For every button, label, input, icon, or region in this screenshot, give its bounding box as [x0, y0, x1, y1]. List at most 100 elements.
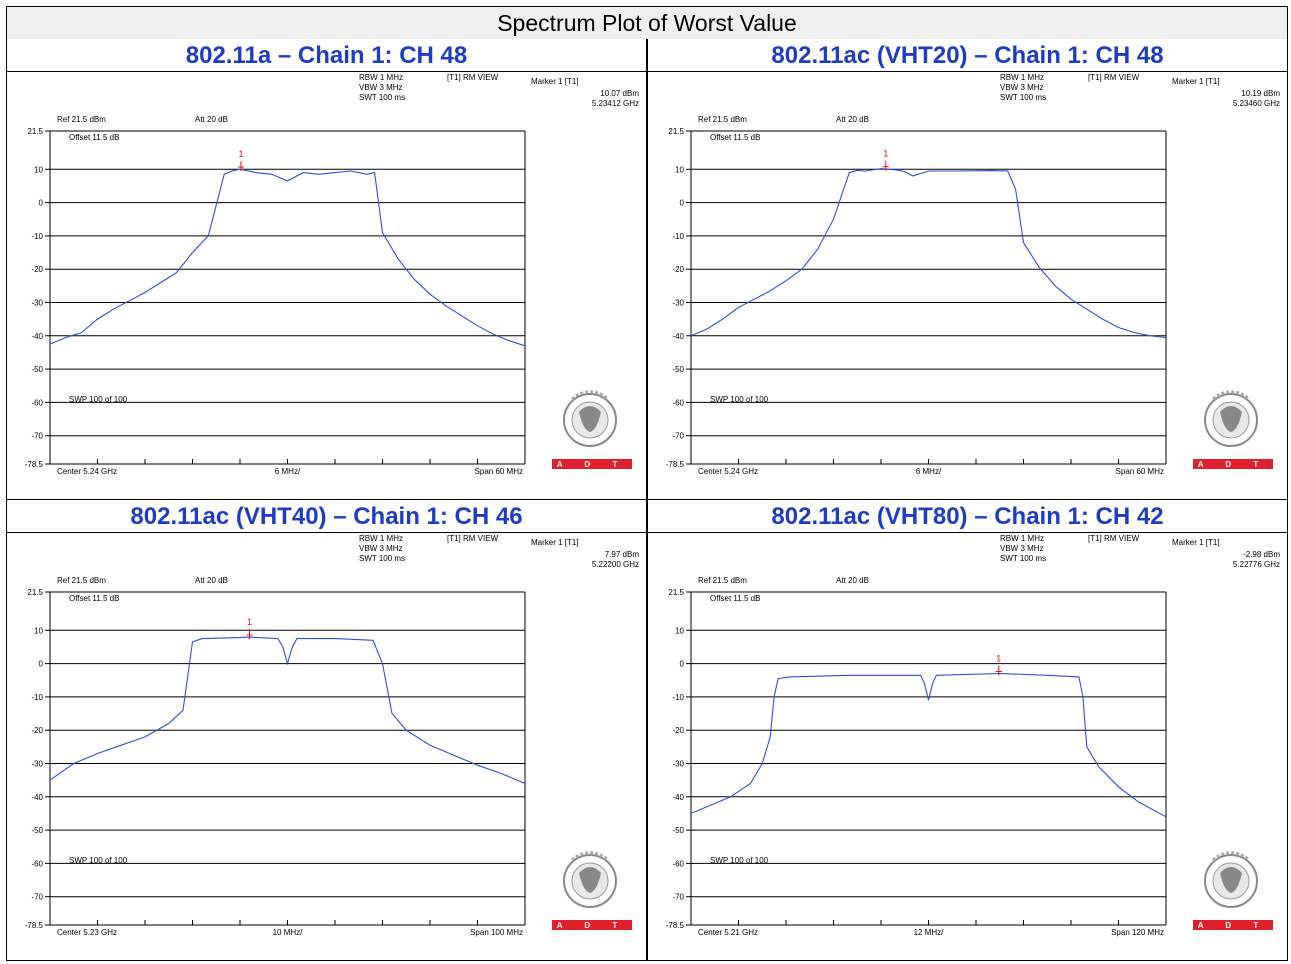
chart-title: 802.11ac (VHT80) – Chain 1: CH 42	[648, 500, 1287, 533]
y-tick-label: 10	[34, 165, 43, 174]
attenuation: Att 20 dB	[836, 115, 869, 124]
marker-label: Marker 1 [T1]	[1172, 538, 1220, 547]
adt-logo-bar	[552, 459, 632, 469]
y-tick-label: -60	[672, 859, 684, 868]
y-tick-label: -40	[672, 793, 684, 802]
reference-level: Ref 21.5 dBm	[698, 576, 747, 585]
y-tick-label: -70	[31, 893, 43, 902]
attenuation: Att 20 dB	[195, 115, 228, 124]
adt-logo-text: A D T	[1198, 921, 1269, 930]
chart-title: 802.11a – Chain 1: CH 48	[7, 39, 646, 72]
y-tick-label: -40	[672, 332, 684, 341]
span-label: Span 60 MHz	[475, 467, 523, 476]
offset-label: Offset 11.5 dB	[710, 133, 760, 142]
swt-label: SWT 100 ms	[359, 554, 405, 563]
y-tick-label: 21.5	[27, 127, 43, 136]
marker-number: 1	[238, 149, 243, 159]
y-tick-label: 10	[675, 626, 684, 635]
spectrum-trace	[690, 672, 1167, 818]
y-tick-label: -30	[672, 298, 684, 307]
rbw-label: RBW 1 MHz	[1000, 534, 1044, 543]
y-tick-label: 21.5	[668, 127, 684, 136]
page-title: Spectrum Plot of Worst Value	[6, 6, 1288, 40]
reference-level: Ref 21.5 dBm	[57, 576, 106, 585]
marker-level: 7.97 dBm	[605, 550, 640, 559]
marker-number: 1	[247, 617, 252, 627]
y-tick-label: -60	[31, 398, 43, 407]
attenuation: Att 20 dB	[836, 576, 869, 585]
offset-label: Offset 11.5 dB	[710, 594, 760, 603]
marker-frequency: 5.23412 GHz	[592, 99, 639, 108]
y-tick-label: -10	[31, 232, 43, 241]
y-tick-label: -70	[672, 893, 684, 902]
y-tick-label: -30	[31, 298, 43, 307]
trace-view-label: [T1] RM VIEW	[447, 534, 499, 543]
sweep-label: SWP 100 of 100	[710, 856, 769, 865]
y-tick-label: 10	[34, 626, 43, 635]
center-frequency: Center 5.21 GHz	[698, 928, 758, 937]
frequency-per-division: 6 MHz/	[916, 467, 942, 476]
center-frequency: Center 5.24 GHz	[57, 467, 117, 476]
y-tick-label: -20	[672, 726, 684, 735]
marker-level: 10.19 dBm	[1241, 89, 1280, 98]
y-tick-label: -60	[672, 398, 684, 407]
y-tick-label: -20	[672, 265, 684, 274]
swt-label: SWT 100 ms	[1000, 93, 1046, 102]
y-tick-label: -60	[31, 859, 43, 868]
y-tick-label: -78.5	[25, 460, 44, 469]
bureau-veritas-seal	[563, 851, 617, 908]
y-tick-label: -10	[672, 232, 684, 241]
y-tick-label: 21.5	[668, 588, 684, 597]
sweep-label: SWP 100 of 100	[710, 395, 769, 404]
y-tick-label: -50	[31, 826, 43, 835]
y-tick-label: -50	[31, 365, 43, 374]
trace-view-label: [T1] RM VIEW	[1088, 534, 1140, 543]
sweep-label: SWP 100 of 100	[69, 856, 128, 865]
vbw-label: VBW 3 MHz	[359, 83, 403, 92]
y-tick-label: -20	[31, 265, 43, 274]
marker-frequency: 5.22200 GHz	[592, 560, 639, 569]
y-tick-label: -70	[672, 432, 684, 441]
chart-panel-ch42-vht80: 802.11ac (VHT80) – Chain 1: CH 42 RBW 1 …	[647, 500, 1288, 961]
marker-level: 10.07 dBm	[600, 89, 639, 98]
span-label: Span 60 MHz	[1116, 467, 1164, 476]
adt-logo-text: A D T	[557, 921, 628, 930]
sweep-label: SWP 100 of 100	[69, 395, 128, 404]
span-label: Span 120 MHz	[1111, 928, 1164, 937]
y-tick-label: 0	[680, 660, 685, 669]
plot-grid: Spectrum Plot of Worst Value 802.11a – C…	[6, 6, 1288, 961]
rbw-label: RBW 1 MHz	[1000, 73, 1044, 82]
adt-logo-text: A D T	[557, 460, 628, 469]
reference-level: Ref 21.5 dBm	[57, 115, 106, 124]
bureau-veritas-seal	[563, 390, 617, 447]
y-tick-label: -10	[672, 693, 684, 702]
span-label: Span 100 MHz	[470, 928, 523, 937]
y-tick-label: 10	[675, 165, 684, 174]
frequency-per-division: 12 MHz/	[914, 928, 945, 937]
marker-frequency: 5.23460 GHz	[1233, 99, 1280, 108]
y-tick-label: -50	[672, 365, 684, 374]
trace-view-label: [T1] RM VIEW	[447, 73, 499, 82]
bureau-veritas-seal	[1204, 851, 1258, 908]
frequency-per-division: 10 MHz/	[273, 928, 304, 937]
y-tick-label: -50	[672, 826, 684, 835]
marker-label: Marker 1 [T1]	[1172, 77, 1220, 86]
marker-level: -2.98 dBm	[1243, 550, 1280, 559]
chart-title: 802.11ac (VHT40) – Chain 1: CH 46	[7, 500, 646, 533]
chart-panel-ch46-vht40: 802.11ac (VHT40) – Chain 1: CH 46 RBW 1 …	[6, 500, 647, 961]
y-tick-label: 21.5	[27, 588, 43, 597]
marker-label: Marker 1 [T1]	[531, 538, 579, 547]
reference-level: Ref 21.5 dBm	[698, 115, 747, 124]
trace-view-label: [T1] RM VIEW	[1088, 73, 1140, 82]
vbw-label: VBW 3 MHz	[1000, 544, 1044, 553]
adt-logo-bar	[552, 920, 632, 930]
bureau-veritas-seal	[1204, 390, 1258, 447]
adt-logo-bar	[1193, 920, 1273, 930]
y-tick-label: -40	[31, 332, 43, 341]
chart-panel-ch48-a: 802.11a – Chain 1: CH 48 RBW 1 MHz VBW 3 …	[6, 39, 647, 500]
offset-label: Offset 11.5 dB	[69, 594, 119, 603]
